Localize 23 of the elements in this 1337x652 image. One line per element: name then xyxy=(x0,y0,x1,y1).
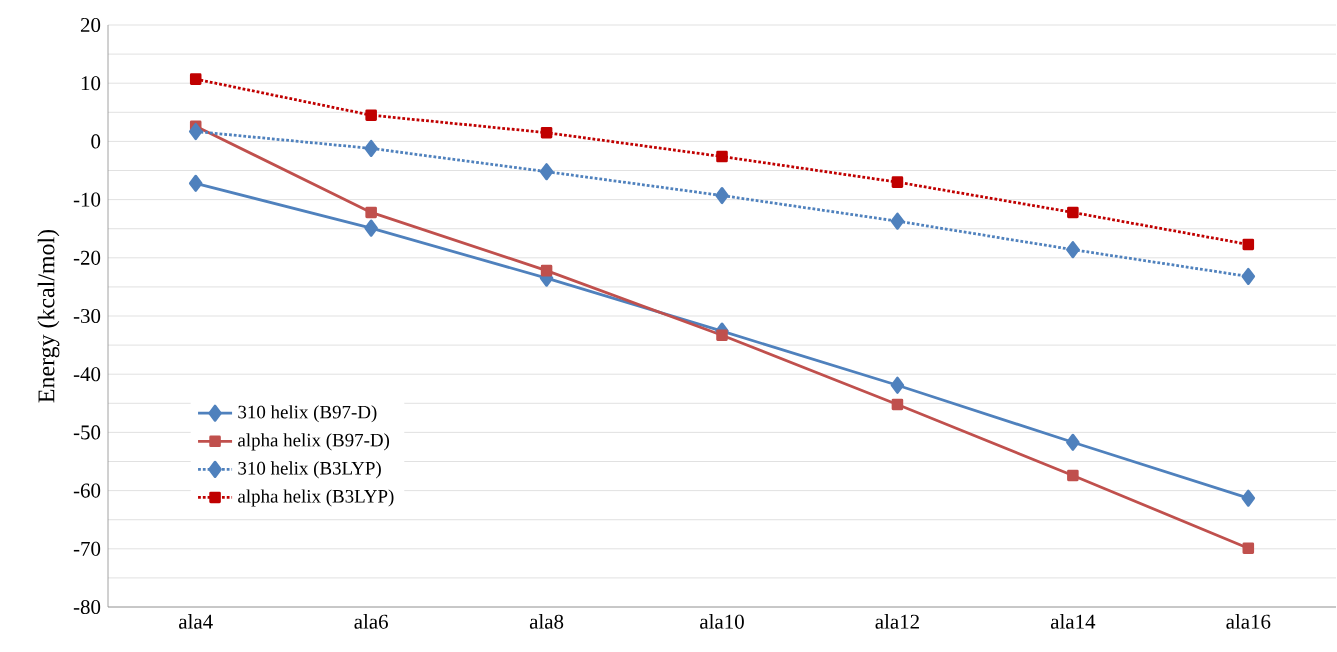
legend-label: alpha helix (B97-D) xyxy=(238,433,390,451)
y-axis-title: Energy (kcal/mol) xyxy=(37,229,60,403)
y-tick-label: 20 xyxy=(80,17,101,33)
legend-label: 310 helix (B3LYP) xyxy=(238,461,381,479)
y-tick-label: -40 xyxy=(73,367,101,382)
y-tick-label: -30 xyxy=(73,308,101,324)
legend-label: 310 helix (B97-D) xyxy=(238,405,377,423)
y-tick-label: 0 xyxy=(91,134,101,149)
x-tick-label: ala16 xyxy=(1226,614,1271,629)
x-tick-label: ala8 xyxy=(529,614,564,629)
x-tick-label: ala6 xyxy=(354,614,388,629)
y-tick-label: -80 xyxy=(73,599,101,615)
y-tick-label: 10 xyxy=(81,76,101,91)
y-tick-label: -20 xyxy=(73,250,101,265)
x-tick-label: ala14 xyxy=(1050,614,1096,629)
y-tick-label: -70 xyxy=(73,541,101,556)
x-tick-label: ala4 xyxy=(179,614,213,629)
legend-label: alpha helix (B3LYP) xyxy=(238,489,394,507)
y-tick-label: -10 xyxy=(73,192,101,207)
y-tick-label: -60 xyxy=(73,483,101,498)
x-tick-label: ala12 xyxy=(875,614,919,629)
x-tick-label: ala10 xyxy=(700,614,744,629)
y-tick-label: -50 xyxy=(73,425,101,440)
